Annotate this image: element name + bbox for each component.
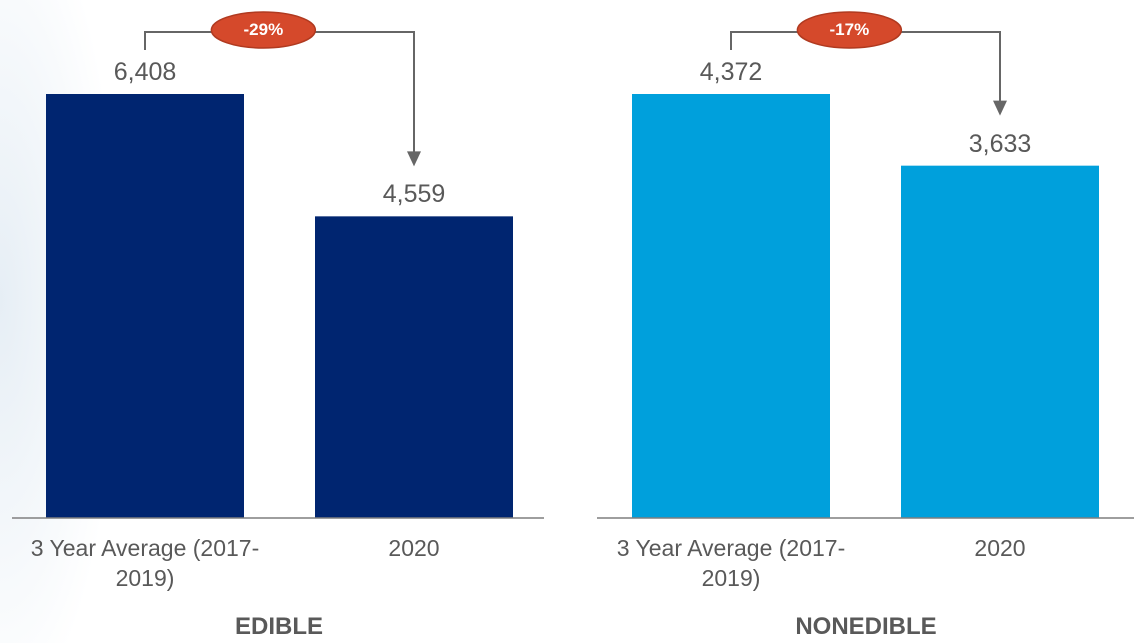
change-badge [796,11,903,49]
value-label: 3,633 [968,129,1032,158]
bar [632,94,830,518]
chart-title: NONEDIBLE [795,613,937,640]
value-label: 6,408 [113,58,177,86]
change-badge [210,11,317,49]
value-label: 4,372 [699,58,763,86]
arrow-head [993,100,1007,116]
bar [46,94,244,518]
category-label: 3 Year Average (2017-2019) [30,535,260,591]
chart-title: EDIBLE [234,613,323,640]
bar [901,165,1099,518]
bar [315,216,513,518]
value-label: 4,559 [382,180,446,209]
category-label: 2020 [974,535,1026,561]
change-label: -29% [243,20,284,39]
category-label: 3 Year Average (2017-2019) [616,535,846,591]
change-label: -17% [829,20,870,39]
category-label: 2020 [388,535,440,561]
arrow-head [407,151,421,167]
